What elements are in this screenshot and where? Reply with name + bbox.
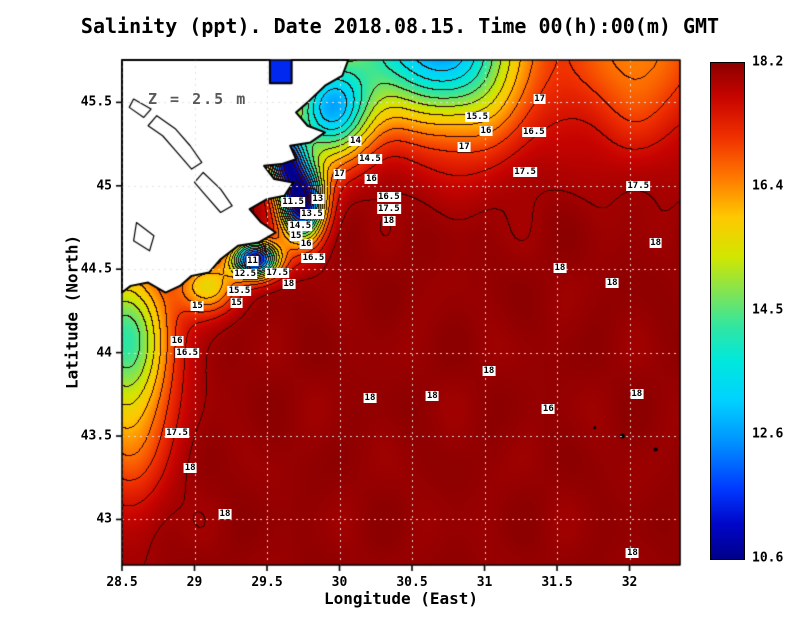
contour-label: 17 (333, 169, 346, 180)
contour-label: 12.5 (233, 269, 258, 280)
x-tick-label: 28.5 (106, 575, 138, 590)
contour-label: 14.5 (358, 154, 382, 165)
colorbar-tick-label: 18.2 (752, 54, 784, 70)
contour-label: 18 (630, 389, 644, 400)
x-tick-label: 29.5 (251, 575, 283, 590)
contour-label: 18 (183, 462, 197, 473)
contour-label: 17.5 (626, 180, 651, 191)
contour-label: 17.5 (513, 167, 537, 178)
contour-label: 15.5 (227, 285, 252, 296)
contour-label: 16 (170, 335, 184, 346)
colorbar-tick-label: 10.6 (752, 550, 784, 566)
contour-label: 17.5 (376, 204, 401, 215)
y-tick-label: 45.5 (80, 94, 112, 110)
y-tick-label: 44.5 (80, 261, 112, 277)
depth-annotation: Z = 2.5 m (148, 90, 248, 108)
x-axis-label: Longitude (East) (323, 589, 479, 608)
colorbar-gradient (710, 62, 745, 560)
contour-label: 18 (218, 509, 232, 520)
contour-label: 17 (457, 142, 471, 153)
contour-label: 18 (553, 262, 567, 273)
y-tick-label: 45 (96, 178, 112, 194)
contour-label: 16 (479, 125, 493, 136)
colorbar-tick-label: 12.6 (752, 426, 784, 442)
contour-label: 15 (190, 300, 204, 311)
contour-label: 16 (364, 174, 378, 185)
contour-label: 17 (533, 94, 547, 105)
contour-label: 13 (311, 194, 325, 205)
contour-label: 16 (299, 239, 313, 250)
contour-label: 14 (349, 135, 362, 146)
x-tick-label: 31 (476, 575, 493, 590)
contour-label: 11.5 (281, 197, 305, 208)
contour-label: 11 (246, 255, 259, 266)
contour-label: 18 (363, 392, 377, 403)
contour-label: 18 (626, 547, 639, 558)
x-tick-label: 30.5 (396, 575, 428, 590)
contour-label: 14.5 (288, 220, 313, 231)
x-tick-label: 32 (621, 575, 638, 590)
x-tick-label: 30 (331, 575, 348, 590)
plot-title: Salinity (ppt). Date 2018.08.15. Time 00… (80, 14, 720, 38)
contour-label: 15 (230, 297, 243, 308)
colorbar-tick-label: 16.4 (752, 178, 784, 194)
contour-label: 18 (282, 279, 296, 290)
x-tick-label: 31.5 (541, 575, 573, 590)
contour-label: 18 (649, 237, 663, 248)
contour-label: 16.5 (521, 127, 546, 138)
x-tick-label: 29 (186, 575, 203, 590)
contour-label: 16 (541, 404, 555, 415)
contour-label: 18 (425, 390, 439, 401)
contour-label: 13.5 (300, 209, 324, 220)
contour-label: 15.5 (465, 112, 490, 123)
y-tick-label: 43.5 (80, 428, 112, 444)
contour-label: 15 (289, 230, 303, 241)
y-tick-label: 43 (96, 511, 112, 527)
contour-label: 16.5 (175, 347, 200, 358)
contour-label: 17.5 (265, 267, 289, 278)
contour-label: 18 (482, 365, 496, 376)
contour-label: 16.5 (376, 192, 401, 203)
contour-label: 18 (605, 277, 619, 288)
colorbar-tick-label: 14.5 (752, 302, 784, 318)
contour-label: 16.5 (301, 252, 326, 263)
contour-label: 17.5 (165, 427, 189, 438)
y-tick-label: 44 (96, 345, 112, 361)
contour-label: 18 (382, 215, 396, 226)
